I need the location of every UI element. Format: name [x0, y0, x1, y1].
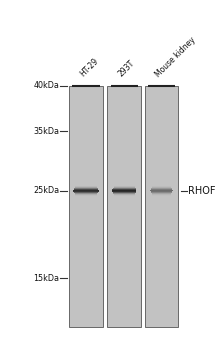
Text: 35kDa: 35kDa [33, 127, 59, 136]
Text: 15kDa: 15kDa [33, 274, 59, 283]
Bar [69, 86, 103, 327]
Text: HT-29: HT-29 [78, 57, 101, 79]
Text: 25kDa: 25kDa [33, 186, 59, 195]
Text: 40kDa: 40kDa [33, 81, 59, 90]
Text: 293T: 293T [117, 59, 137, 79]
Bar [107, 86, 141, 327]
Text: RHOF: RHOF [188, 186, 216, 196]
Bar [145, 86, 178, 327]
Text: Mouse kidney: Mouse kidney [154, 35, 198, 79]
